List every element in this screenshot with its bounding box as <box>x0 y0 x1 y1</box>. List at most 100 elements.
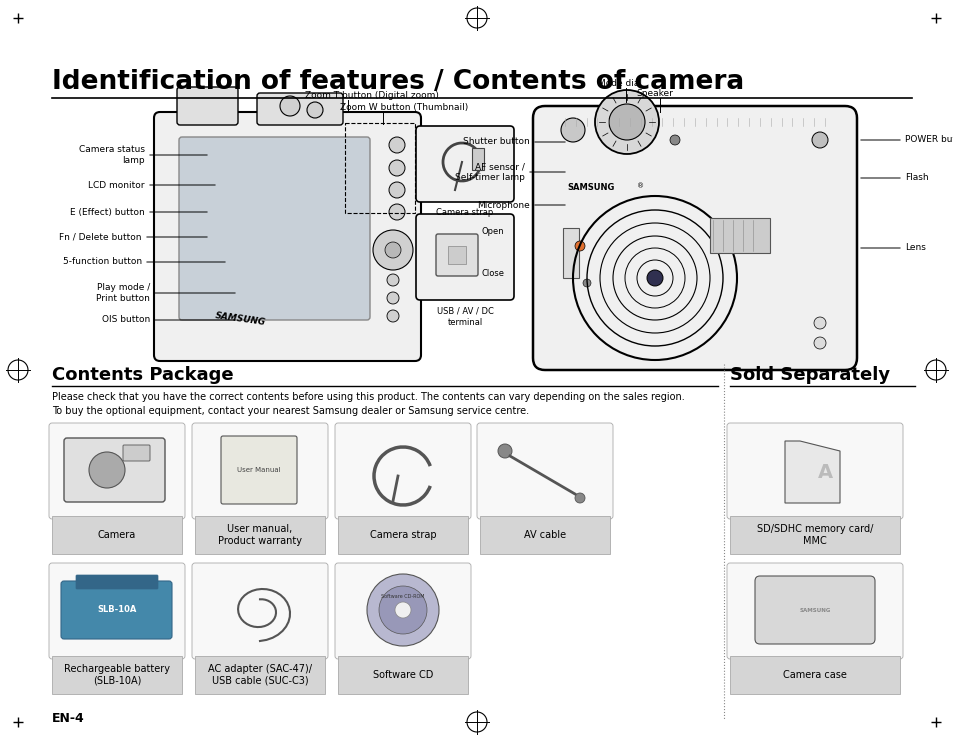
Text: terminal: terminal <box>447 318 482 327</box>
Text: LCD monitor: LCD monitor <box>89 181 145 189</box>
Bar <box>337 656 468 694</box>
Circle shape <box>307 102 323 118</box>
Text: AC adapter (SAC-47)/
USB cable (SUC-C3): AC adapter (SAC-47)/ USB cable (SUC-C3) <box>208 665 312 686</box>
Circle shape <box>389 137 405 153</box>
Bar <box>729 516 899 554</box>
Text: Zoom W button (Thumbnail): Zoom W button (Thumbnail) <box>339 103 468 112</box>
Bar <box>472 148 483 170</box>
Circle shape <box>389 160 405 176</box>
Text: 5-function button: 5-function button <box>63 258 142 266</box>
Text: Identification of features / Contents of camera: Identification of features / Contents of… <box>52 69 743 95</box>
FancyBboxPatch shape <box>726 423 902 519</box>
Text: Mode dial: Mode dial <box>598 79 641 88</box>
Text: Camera status
lamp: Camera status lamp <box>79 145 145 165</box>
Text: Play mode /
Print button: Play mode / Print button <box>96 283 150 303</box>
FancyBboxPatch shape <box>754 576 874 644</box>
FancyBboxPatch shape <box>61 581 172 639</box>
FancyBboxPatch shape <box>533 106 856 370</box>
Text: User Manual: User Manual <box>237 467 280 473</box>
Text: A: A <box>817 462 832 482</box>
Bar <box>194 516 325 554</box>
Circle shape <box>813 317 825 329</box>
Text: POWER button: POWER button <box>904 135 953 144</box>
FancyBboxPatch shape <box>335 423 471 519</box>
Bar <box>345 123 415 213</box>
Text: Camera case: Camera case <box>782 670 846 680</box>
Bar <box>709 218 769 253</box>
Circle shape <box>497 444 512 458</box>
Circle shape <box>560 118 584 142</box>
Text: Rechargeable battery
(SLB-10A): Rechargeable battery (SLB-10A) <box>64 665 170 686</box>
Circle shape <box>387 292 398 304</box>
Text: SAMSUNG: SAMSUNG <box>566 183 614 192</box>
Text: Software CD-ROM: Software CD-ROM <box>381 593 424 599</box>
Circle shape <box>280 96 299 116</box>
Text: Please check that you have the correct contents before using this product. The c: Please check that you have the correct c… <box>52 392 684 402</box>
FancyBboxPatch shape <box>416 126 514 202</box>
Bar <box>479 516 609 554</box>
Circle shape <box>575 493 584 503</box>
Bar <box>52 656 182 694</box>
Text: SD/SDHC memory card/
MMC: SD/SDHC memory card/ MMC <box>756 524 872 546</box>
Bar <box>337 516 468 554</box>
Text: ®: ® <box>637 183 643 189</box>
Circle shape <box>813 337 825 349</box>
Circle shape <box>389 182 405 198</box>
Text: EN-4: EN-4 <box>52 711 85 724</box>
Circle shape <box>387 274 398 286</box>
Bar <box>194 656 325 694</box>
Text: Contents Package: Contents Package <box>52 366 233 384</box>
Text: Sold Separately: Sold Separately <box>729 366 889 384</box>
Text: Zoom T button (Digital zoom): Zoom T button (Digital zoom) <box>305 91 438 100</box>
Text: User manual,
Product warranty: User manual, Product warranty <box>218 524 302 546</box>
FancyBboxPatch shape <box>64 438 165 502</box>
FancyBboxPatch shape <box>153 112 420 361</box>
Text: AF sensor /
Self-timer lamp: AF sensor / Self-timer lamp <box>455 162 524 182</box>
FancyBboxPatch shape <box>177 87 237 125</box>
Circle shape <box>646 270 662 286</box>
FancyBboxPatch shape <box>221 436 296 504</box>
Circle shape <box>669 135 679 145</box>
Text: SLB-10A: SLB-10A <box>97 605 136 614</box>
Circle shape <box>378 586 427 634</box>
Circle shape <box>89 452 125 488</box>
FancyBboxPatch shape <box>49 563 185 659</box>
Text: Speaker: Speaker <box>636 89 673 98</box>
Text: Open: Open <box>481 227 504 237</box>
Text: OIS button: OIS button <box>102 315 150 325</box>
Circle shape <box>582 279 590 287</box>
Circle shape <box>811 132 827 148</box>
Text: Camera: Camera <box>98 530 136 540</box>
Text: Microphone: Microphone <box>476 201 530 209</box>
Text: Software CD: Software CD <box>373 670 433 680</box>
Text: Close: Close <box>481 269 504 278</box>
Text: SAMSUNG: SAMSUNG <box>214 311 267 327</box>
FancyBboxPatch shape <box>476 423 613 519</box>
FancyBboxPatch shape <box>726 563 902 659</box>
FancyBboxPatch shape <box>192 563 328 659</box>
Text: Flash: Flash <box>904 173 927 183</box>
Text: Camera strap: Camera strap <box>436 208 493 217</box>
Bar <box>562 228 578 278</box>
Bar <box>729 656 899 694</box>
Circle shape <box>575 241 584 251</box>
Text: SAMSUNG: SAMSUNG <box>799 608 830 613</box>
FancyBboxPatch shape <box>335 563 471 659</box>
Circle shape <box>373 230 413 270</box>
FancyBboxPatch shape <box>76 575 158 589</box>
Circle shape <box>608 104 644 140</box>
FancyBboxPatch shape <box>49 423 185 519</box>
Polygon shape <box>784 441 840 503</box>
Text: E (Effect) button: E (Effect) button <box>71 207 145 217</box>
Circle shape <box>395 602 411 618</box>
FancyBboxPatch shape <box>192 423 328 519</box>
Text: To buy the optional equipment, contact your nearest Samsung dealer or Samsung se: To buy the optional equipment, contact y… <box>52 406 529 416</box>
FancyBboxPatch shape <box>416 214 514 300</box>
Bar <box>52 516 182 554</box>
Circle shape <box>367 574 438 646</box>
Text: Lens: Lens <box>904 243 925 252</box>
Text: Shutter button: Shutter button <box>463 138 530 147</box>
FancyBboxPatch shape <box>256 93 343 125</box>
Circle shape <box>389 204 405 220</box>
FancyBboxPatch shape <box>436 234 477 276</box>
